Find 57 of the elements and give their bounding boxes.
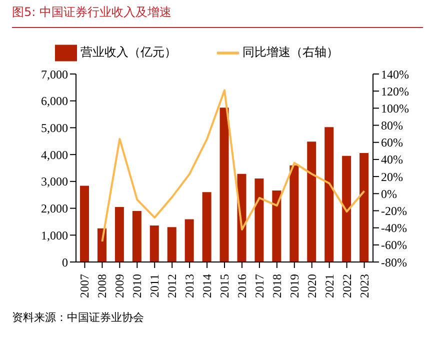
line-series [101,89,366,242]
legend-label: 营业收入（亿元） [80,45,176,60]
y2-tick-label: 100% [381,101,409,116]
bar [342,156,352,262]
x-tick-label: 2017 [252,274,266,298]
bar [132,210,142,262]
x-tick-label: 2010 [130,274,144,298]
text: 资料来源：中国证券业协会 [12,310,144,325]
bar [184,219,194,262]
bar [150,225,159,262]
x-tick-label: 2023 [357,274,372,298]
x-tick-label: 2020 [304,274,319,298]
y-tick-label: 4,000 [41,148,68,162]
bar [290,165,299,262]
y-tick-label: 2,000 [41,202,68,216]
legend-label: 同比增速（右轴） [242,45,338,60]
y2-tick-label: 80% [381,118,403,133]
x-tick-label: 2015 [218,274,232,298]
y2-tick-label: 140% [381,67,409,82]
x-tick-label: 2021 [322,274,336,298]
bar [254,178,264,262]
y2-tick-label: -20% [381,204,407,218]
chart-title: 图5: 中国证券行业收入及增速 [12,4,172,21]
y2-tick-label: 120% [381,84,409,98]
y2-tick-label: 60% [381,136,403,150]
x-tick-label: 2012 [165,274,180,298]
y2-tick-label: 20% [381,170,403,184]
y-tick-label: 7,000 [41,67,68,82]
x-tick-label: 2008 [95,274,110,298]
x-tick-label: 2014 [200,274,214,298]
bar [272,190,282,262]
x-tick-label: 2016 [234,274,249,298]
y2-tick-label: -80% [381,255,407,270]
x-tick-label: 2009 [112,274,127,298]
x-tick-label: 2011 [148,274,162,298]
y-tick-label: 6,000 [41,94,68,108]
x-tick-label: 2018 [270,274,284,298]
y2-tick-label: -40% [381,221,407,236]
y-tick-label: 3,000 [41,174,68,189]
y2-tick-label: 40% [381,152,403,167]
y-tick-label: 5,000 [41,120,68,135]
bar [202,192,212,262]
x-tick-label: 2007 [78,274,92,298]
bar [114,206,124,262]
x-tick-label: 2019 [287,274,302,298]
y2-tick-label: 0% [381,186,397,201]
y-tick-label: 1,000 [41,228,68,242]
bar [324,127,334,262]
bar [307,142,316,262]
x-tick-label: 2022 [340,274,354,298]
x-tick-label: 2013 [182,274,197,298]
y2-tick-label: -60% [381,238,407,252]
bar [220,108,229,262]
bar [80,186,89,262]
y-tick-label: 0 [62,255,68,270]
bar [360,152,369,262]
bar [167,227,176,262]
